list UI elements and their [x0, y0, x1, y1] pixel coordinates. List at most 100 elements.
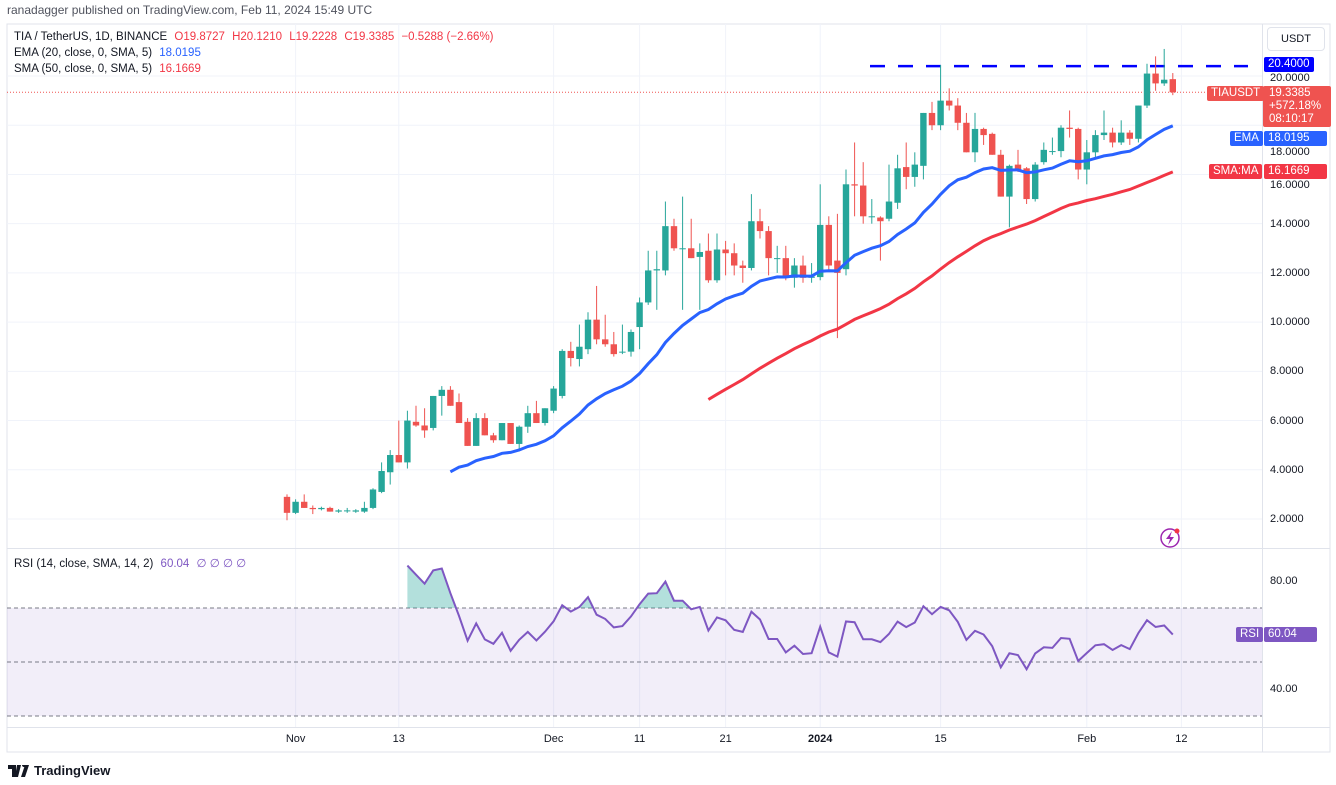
candle-body: [576, 346, 583, 360]
candle: [920, 112, 927, 180]
candle-body: [1126, 132, 1133, 139]
low-value: L19.2228: [289, 31, 338, 43]
sma-legend-label: SMA (50, close, 0, SMA, 5): [14, 63, 153, 75]
candle: [438, 386, 445, 416]
candle: [739, 260, 746, 283]
candle: [352, 509, 359, 513]
candle: [705, 233, 712, 283]
candle-body: [731, 253, 738, 266]
candle-body: [533, 413, 540, 424]
candle: [1135, 105, 1142, 143]
candle: [1066, 110, 1073, 138]
candle: [696, 243, 703, 310]
candle: [1143, 63, 1151, 109]
price-tick-label: 4.0000: [1270, 463, 1304, 476]
rsi-legend[interactable]: RSI (14, close, SMA, 14, 2) 60.04 ∅ ∅ ∅ …: [14, 557, 250, 571]
candle-body: [645, 270, 652, 303]
candle-body: [1143, 73, 1151, 106]
candle-body: [903, 167, 910, 177]
sma-tag: SMA:MA: [1209, 164, 1263, 179]
candle-body: [799, 265, 807, 278]
candle-body: [541, 408, 549, 424]
time-tick-label: 12: [1175, 733, 1188, 745]
candle-body: [627, 331, 635, 352]
candle-body: [1075, 128, 1082, 170]
candle: [576, 324, 583, 367]
candle: [481, 413, 488, 436]
open-value: O19.8727: [174, 31, 225, 43]
candle: [1152, 56, 1159, 91]
sma-legend-value: 16.1669: [159, 63, 201, 75]
candle: [395, 420, 402, 463]
candle: [963, 112, 970, 153]
candle-body: [507, 423, 514, 444]
candle-body: [688, 248, 695, 259]
candle: [326, 506, 334, 512]
candle: [455, 393, 463, 424]
time-tick-label: Dec: [543, 733, 564, 745]
candle: [713, 233, 721, 283]
price-tick-label: 10.0000: [1270, 316, 1310, 329]
candle-body: [438, 389, 445, 396]
ema-line: [449, 124, 1174, 474]
candle-body: [653, 269, 660, 271]
candle: [283, 494, 291, 521]
candle-body: [920, 112, 927, 166]
candle: [584, 312, 592, 355]
rsi-tick-label: 80.00: [1270, 575, 1298, 587]
candle: [722, 240, 729, 276]
candle-body: [1032, 164, 1039, 200]
tradingview-logo[interactable]: TradingView: [8, 763, 110, 778]
candle: [593, 285, 600, 345]
symbol-legend[interactable]: TIA / TetherUS, 1D, BINANCE O19.8727 H20…: [14, 30, 498, 44]
candle: [1049, 137, 1056, 155]
candle: [782, 245, 789, 281]
candle-body: [980, 128, 987, 136]
candle-body: [610, 344, 617, 355]
candle: [989, 132, 996, 155]
candle: [1006, 164, 1013, 228]
price-tick-label: 6.0000: [1270, 414, 1304, 427]
candle: [1032, 162, 1039, 202]
candle: [980, 127, 987, 145]
candle-body: [713, 249, 721, 281]
ema-legend[interactable]: EMA (20, close, 0, SMA, 5) 18.0195: [14, 46, 205, 60]
candle-body: [877, 217, 884, 222]
candle-body: [782, 258, 789, 278]
candle: [1118, 120, 1125, 145]
lightning-icon[interactable]: [1160, 528, 1180, 548]
candle-body: [1049, 151, 1056, 153]
candles: [283, 48, 1176, 521]
time-tick-label: 11: [633, 733, 646, 745]
candle: [670, 218, 678, 251]
price-tick-label: 2.0000: [1270, 513, 1304, 525]
candle-body: [361, 507, 368, 512]
tradingview-logo-icon: [8, 764, 29, 777]
candle: [765, 226, 772, 276]
candle: [679, 196, 686, 310]
candle-body: [1135, 105, 1142, 139]
candle: [946, 88, 953, 111]
candle: [817, 184, 824, 281]
candle: [369, 488, 377, 510]
candle-body: [1169, 79, 1176, 93]
candle: [1109, 127, 1116, 148]
candle: [860, 162, 867, 224]
candle: [533, 400, 540, 424]
candle: [335, 509, 342, 513]
candle: [1092, 130, 1099, 158]
candle-body: [455, 402, 463, 424]
candle: [318, 506, 325, 511]
candle-body: [1109, 132, 1116, 143]
candle-body: [344, 510, 351, 512]
sma-legend[interactable]: SMA (50, close, 0, SMA, 5) 16.1669: [14, 62, 205, 76]
candle: [524, 405, 531, 433]
candle-body: [911, 164, 918, 177]
currency-button[interactable]: USDT: [1267, 27, 1325, 51]
candle-body: [516, 426, 523, 444]
candle-body: [1161, 79, 1168, 84]
candle-body: [1040, 149, 1047, 163]
candle-body: [971, 128, 979, 153]
candle-body: [928, 112, 936, 126]
